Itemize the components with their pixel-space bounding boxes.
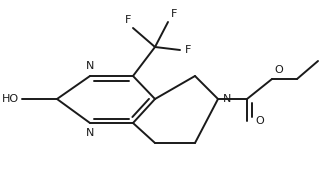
Text: N: N bbox=[86, 128, 94, 138]
Text: F: F bbox=[171, 9, 178, 19]
Text: N: N bbox=[86, 61, 94, 71]
Text: HO: HO bbox=[2, 94, 19, 104]
Text: O: O bbox=[274, 65, 283, 75]
Text: O: O bbox=[255, 116, 264, 126]
Text: N: N bbox=[223, 94, 231, 104]
Text: F: F bbox=[185, 45, 191, 55]
Text: F: F bbox=[125, 15, 131, 25]
